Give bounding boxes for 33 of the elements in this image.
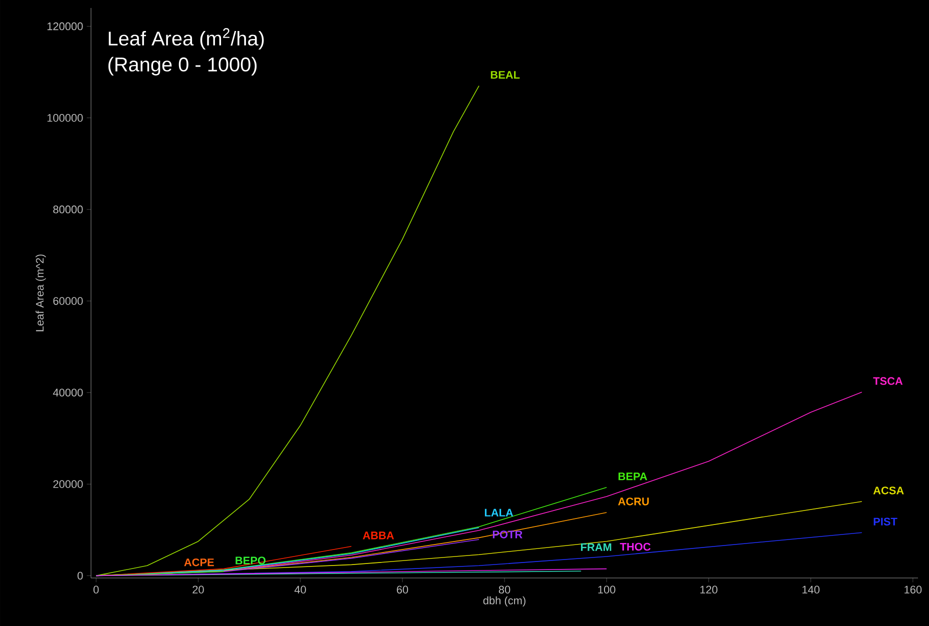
x-tick-label: 140 bbox=[802, 586, 820, 594]
y-axis-title: Leaf Area (m^2) bbox=[36, 254, 46, 332]
x-tick-label: 160 bbox=[904, 586, 922, 594]
series-label: ACPE bbox=[184, 558, 214, 566]
y-tick-label: 0 bbox=[78, 572, 83, 580]
text: THOC bbox=[620, 542, 651, 551]
y-tick-label: 20000 bbox=[53, 480, 83, 488]
y-tick-label: 40000 bbox=[53, 388, 83, 396]
series-label: PIST bbox=[874, 518, 898, 526]
series-label: LALA bbox=[484, 508, 514, 516]
x-tick-label: 100 bbox=[598, 586, 616, 594]
series-label: BEPA bbox=[618, 472, 648, 480]
series-label: POTR bbox=[492, 530, 522, 538]
series-label: TSCA bbox=[873, 377, 903, 385]
x-axis-title: dbh (cm) bbox=[483, 596, 526, 607]
series-label: ABBA bbox=[362, 532, 394, 540]
series-label: ACRU bbox=[618, 498, 649, 506]
x-tick-label: 0 bbox=[93, 586, 99, 594]
text: Leaf Area (m$^{2}$/ha) bbox=[108, 28, 264, 50]
y-tick-label: 80000 bbox=[53, 206, 83, 214]
y-tick-label: 120000 bbox=[47, 22, 83, 30]
y-tick-label: 100000 bbox=[47, 114, 83, 122]
series-label: FRAM bbox=[581, 543, 612, 551]
y-tick-label: 60000 bbox=[53, 297, 83, 305]
series-label: ACSA bbox=[873, 486, 904, 494]
text: (Range 0 - 1000) bbox=[108, 56, 257, 76]
x-tick-label: 80 bbox=[498, 586, 510, 594]
series-label: BEPO bbox=[236, 556, 266, 564]
x-tick-label: 40 bbox=[294, 586, 306, 594]
series-label: BEAL bbox=[490, 71, 520, 79]
x-tick-label: 120 bbox=[700, 586, 718, 594]
x-tick-label: 20 bbox=[192, 586, 204, 594]
x-tick-label: 60 bbox=[396, 586, 408, 594]
